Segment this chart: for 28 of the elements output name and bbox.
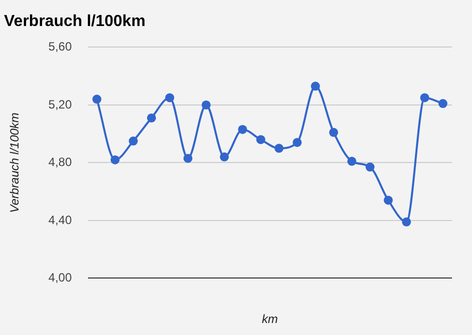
x-axis-title: km: [262, 312, 278, 326]
point: [329, 128, 338, 137]
point: [183, 154, 192, 163]
point: [366, 162, 375, 172]
y-axis-title: Verbrauch l/100km: [8, 112, 22, 213]
point: [238, 124, 248, 134]
y-tick-label: 5,20: [48, 97, 72, 112]
y-tick-label: 4,80: [48, 155, 72, 170]
point: [292, 138, 302, 147]
point: [92, 94, 102, 104]
point: [110, 155, 120, 164]
point: [347, 156, 356, 166]
point: [256, 135, 266, 144]
point: [402, 217, 411, 226]
chart-title: Verbrauch l/100km: [4, 13, 146, 30]
point: [147, 113, 156, 122]
point: [384, 196, 393, 205]
point: [128, 136, 138, 146]
y-tick-label: 5,60: [48, 40, 72, 54]
point: [220, 152, 229, 162]
point: [310, 82, 320, 91]
point: [438, 99, 448, 108]
point: [202, 100, 211, 110]
point: [274, 144, 284, 153]
point: [420, 93, 430, 102]
y-tick-label: 4,00: [48, 270, 72, 285]
point: [165, 93, 174, 102]
y-tick-label: 4,40: [48, 212, 72, 227]
